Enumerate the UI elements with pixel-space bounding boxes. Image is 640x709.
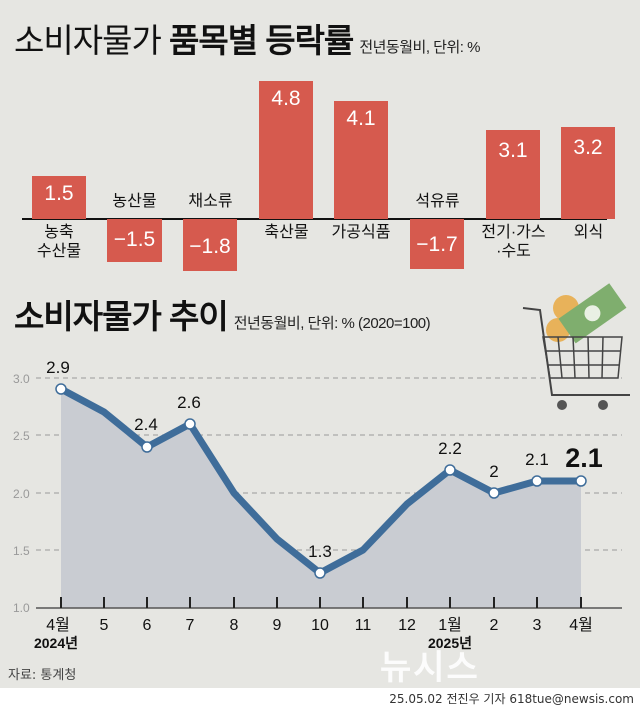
svg-text:7: 7 [186, 617, 195, 634]
bar-label: 채소류 [188, 193, 233, 210]
svg-text:1월: 1월 [438, 616, 462, 634]
bar-1: 1.5 [32, 176, 86, 219]
svg-text:2.0: 2.0 [13, 487, 30, 501]
top-chart-subtitle: 전년동월비, 단위: % [359, 39, 480, 56]
bar-label: 가공식품 [331, 224, 391, 241]
bar-label-line: 농축 [44, 224, 74, 241]
title-bold: 품목별 등락률 [168, 22, 354, 59]
bar-2: −1.5 [107, 219, 162, 262]
svg-text:12: 12 [398, 617, 416, 634]
bar-4: 4.8 [259, 81, 313, 219]
bar-value: 4.8 [271, 87, 301, 110]
svg-text:5: 5 [100, 617, 109, 634]
title-text: 소비자물가 추이 [14, 298, 229, 335]
data-points [55, 383, 587, 579]
svg-text:2.1: 2.1 [565, 443, 603, 473]
bar-label: 전기·가스 ·수도 [476, 223, 551, 261]
bar-label: 외식 [573, 224, 604, 241]
svg-text:2: 2 [489, 462, 498, 481]
data-labels: 2.9 2.4 2.6 1.3 2.2 2 2.1 2.1 [46, 358, 603, 561]
byline-credit: 25.05.02 전진우 기자 618tue@newsis.com [389, 692, 634, 706]
svg-text:2.9: 2.9 [46, 358, 70, 377]
top-chart-title: 소비자물가 품목별 등락률 전년동월비, 단위: % [14, 14, 480, 62]
bar-value: 1.5 [44, 182, 74, 205]
bottom-chart-title: 소비자물가 추이 전년동월비, 단위: % (2020=100) [14, 290, 431, 338]
bar-label: 축산물 [264, 224, 309, 241]
bar-8: 3.2 [561, 127, 615, 219]
area-fill [61, 389, 581, 608]
svg-text:9: 9 [273, 617, 282, 634]
svg-text:6: 6 [143, 617, 152, 634]
svg-text:10: 10 [311, 617, 329, 634]
bar-value: 4.1 [346, 107, 376, 130]
bar-label-line: 수산물 [36, 243, 82, 260]
svg-text:3: 3 [533, 617, 542, 634]
source-note: 자료: 통계청 [8, 668, 77, 683]
x-ticks [60, 597, 582, 608]
svg-text:2.1: 2.1 [525, 450, 549, 469]
svg-text:2.5: 2.5 [13, 429, 30, 443]
year-labels: 2024년 2025년 [34, 635, 472, 651]
bottom-chart-subtitle: 전년동월비, 단위: % (2020=100) [233, 315, 431, 332]
bar-value: −1.7 [416, 233, 458, 256]
svg-text:11: 11 [355, 617, 372, 634]
y-axis-ticks: 3.0 2.5 2.0 1.5 1.0 [13, 372, 30, 615]
newsis-watermark: 뉴시스 [380, 648, 480, 688]
svg-text:8: 8 [230, 617, 239, 634]
bar-label: 농산물 [112, 193, 157, 210]
bar-value: −1.8 [189, 235, 231, 258]
svg-text:1.5: 1.5 [13, 544, 30, 558]
bar-5: 4.1 [334, 101, 388, 219]
x-axis-labels: 4월 5 6 7 8 9 10 11 12 1월 2 3 4월 [46, 616, 593, 634]
bar-value: −1.5 [113, 228, 156, 251]
title-light: 소비자물가 [14, 22, 169, 59]
svg-text:2.4: 2.4 [134, 415, 158, 434]
shopping-cart-icon [522, 283, 630, 410]
bar-label: 석유류 [415, 193, 460, 210]
svg-text:2024년: 2024년 [34, 635, 78, 651]
bar-7: 3.1 [486, 130, 540, 219]
svg-text:2025년: 2025년 [428, 635, 472, 651]
bar-chart-baseline [22, 218, 305, 220]
svg-text:1.0: 1.0 [13, 601, 30, 615]
bar-6: −1.7 [410, 219, 464, 269]
svg-text:1.3: 1.3 [308, 542, 332, 561]
bar-value: 3.1 [498, 139, 528, 162]
svg-text:3.0: 3.0 [13, 372, 30, 386]
bar-3: −1.8 [183, 219, 237, 271]
svg-text:2.2: 2.2 [438, 439, 462, 458]
svg-text:4월: 4월 [569, 616, 593, 634]
bar-label-line: ·수도 [496, 243, 531, 260]
bar-label-line: 전기·가스 [481, 224, 546, 241]
bar-label: 농축 수산물 [32, 223, 86, 261]
svg-text:4월: 4월 [46, 616, 70, 634]
bar-value: 3.2 [573, 136, 603, 159]
svg-text:2.6: 2.6 [177, 393, 201, 412]
svg-text:2: 2 [490, 617, 499, 634]
